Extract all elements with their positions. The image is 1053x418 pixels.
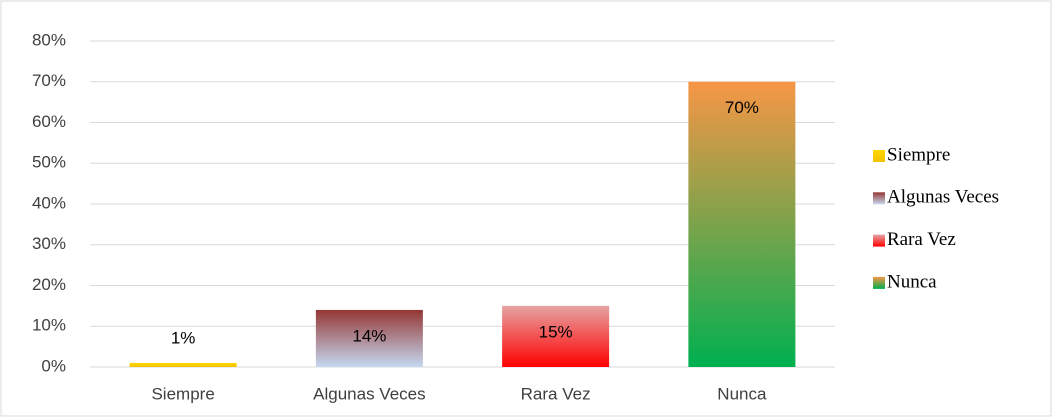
data-label: 15%: [539, 322, 573, 341]
y-tick-label: 0%: [41, 356, 66, 375]
legend-swatch: [873, 234, 885, 247]
legend-swatch: [873, 150, 885, 162]
x-tick-label: Algunas Veces: [313, 384, 425, 403]
bar: [502, 305, 610, 367]
legend-label: Nunca: [887, 271, 937, 292]
y-tick-label: 60%: [32, 112, 66, 131]
legend-label: Siempre: [887, 144, 950, 165]
legend-swatch: [873, 192, 885, 205]
y-tick-label: 20%: [32, 275, 66, 294]
legend-label: Rara Vez: [887, 229, 956, 250]
y-tick-label: 10%: [32, 316, 66, 335]
data-label: 1%: [171, 328, 196, 347]
y-tick-label: 80%: [32, 30, 66, 49]
data-label: 70%: [725, 98, 759, 117]
y-tick-label: 50%: [32, 153, 66, 172]
x-tick-label: Rara Vez: [521, 384, 591, 403]
y-tick-label: 70%: [32, 71, 66, 90]
bar: [688, 81, 796, 367]
legend-swatch: [873, 276, 885, 289]
bar: [315, 309, 423, 367]
legend-label: Algunas Veces: [887, 187, 999, 208]
x-tick-label: Siempre: [151, 384, 214, 403]
bar: [129, 362, 237, 367]
x-tick-label: Nunca: [717, 384, 767, 403]
y-tick-label: 40%: [32, 193, 66, 212]
data-label: 14%: [352, 326, 386, 345]
y-tick-label: 30%: [32, 234, 66, 253]
